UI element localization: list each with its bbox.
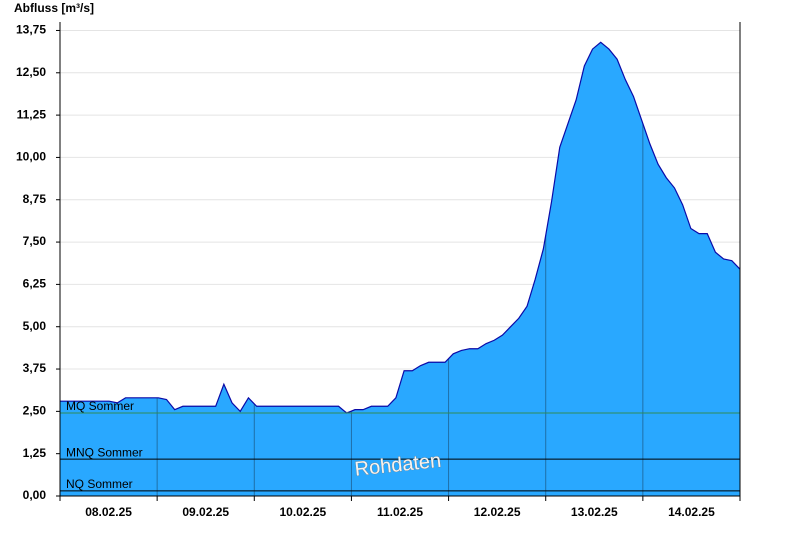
- y-tick-label: 2,50: [23, 404, 47, 418]
- x-tick-label: 13.02.25: [571, 505, 618, 519]
- y-tick-label: 5,00: [23, 319, 47, 333]
- x-tick-label: 09.02.25: [182, 505, 229, 519]
- x-tick-label: 08.02.25: [85, 505, 132, 519]
- y-tick-label: 7,50: [23, 234, 47, 248]
- y-tick-label: 0,00: [23, 488, 47, 502]
- x-tick-label: 11.02.25: [377, 505, 423, 519]
- y-tick-label: 13,75: [16, 23, 46, 37]
- reference-label: MQ Sommer: [66, 399, 134, 413]
- y-axis-title: Abfluss [m³/s]: [14, 1, 94, 15]
- x-tick-label: 12.02.25: [474, 505, 521, 519]
- x-tick-label: 10.02.25: [279, 505, 326, 519]
- reference-label: MNQ Sommer: [66, 445, 143, 459]
- y-tick-label: 11,25: [17, 107, 47, 121]
- y-tick-label: 10,00: [16, 150, 46, 164]
- y-tick-label: 6,25: [23, 277, 47, 291]
- y-tick-label: 8,75: [23, 192, 47, 206]
- y-tick-label: 3,75: [23, 361, 47, 375]
- reference-label: NQ Sommer: [66, 477, 133, 491]
- x-tick-label: 14.02.25: [668, 505, 715, 519]
- area-fill: [60, 42, 740, 497]
- area-line: [60, 41, 741, 414]
- y-tick-label: 12,50: [16, 65, 46, 79]
- y-tick-label: 1,25: [23, 446, 47, 460]
